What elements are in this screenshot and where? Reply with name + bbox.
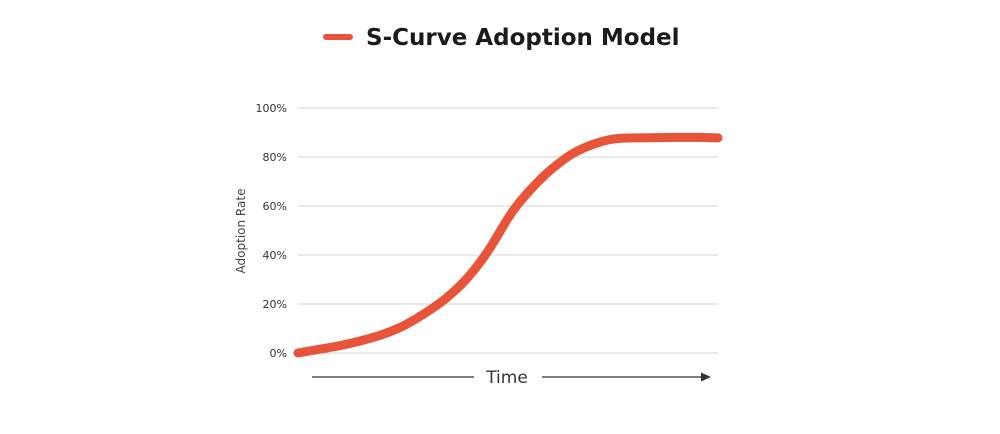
y-tick-label: 40% — [263, 249, 287, 262]
y-tick-label: 60% — [263, 200, 287, 213]
legend: S-Curve Adoption Model — [323, 25, 680, 51]
grid — [298, 107, 718, 354]
y-tick-labels: 0% 20% 40% 60% 80% 100% — [256, 102, 287, 360]
y-tick-label: 100% — [256, 102, 287, 115]
legend-label: S-Curve Adoption Model — [366, 25, 680, 51]
x-axis: Time — [312, 368, 711, 388]
series-layer — [293, 132, 723, 358]
series-line — [293, 132, 723, 358]
y-tick-label: 80% — [263, 151, 287, 164]
x-axis-label: Time — [485, 368, 528, 388]
x-axis-arrowhead — [701, 372, 711, 382]
y-tick-label: 20% — [263, 298, 287, 311]
y-tick-label: 0% — [270, 347, 287, 360]
y-axis-label: Adoption Rate — [234, 189, 248, 274]
